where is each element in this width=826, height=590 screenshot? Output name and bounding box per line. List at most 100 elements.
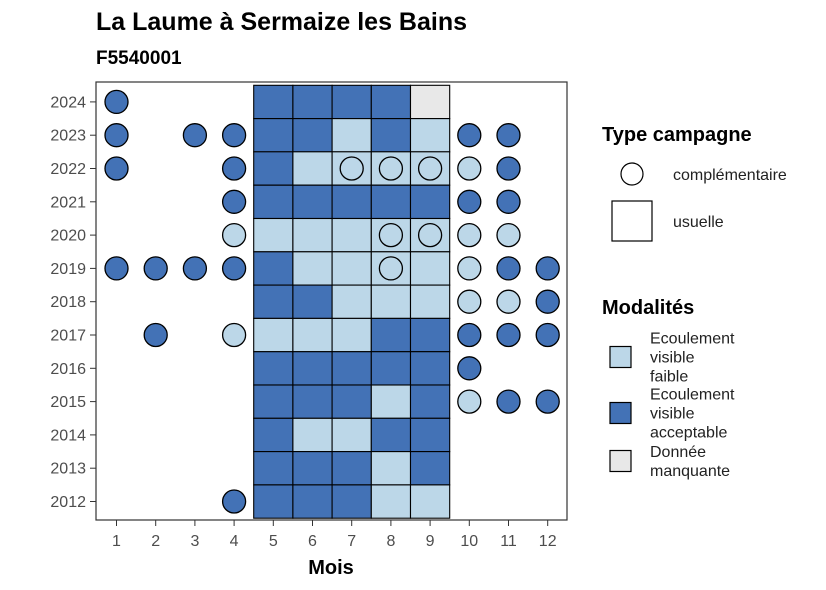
point-2018-10 (457, 289, 482, 314)
tile-2015-8 (370, 384, 412, 419)
point-2017-10 (457, 322, 482, 348)
x-tick-label-3: 3 (190, 533, 199, 550)
point-2022-7 (339, 156, 364, 181)
point-2017-2 (143, 322, 168, 348)
x-tick-label-7: 7 (347, 533, 356, 550)
tile-2014-5 (253, 417, 294, 453)
y-tick-label-2019: 2019 (50, 261, 86, 278)
x-tick-label-8: 8 (386, 533, 395, 550)
tile-2023-6 (292, 118, 333, 153)
point-2017-11 (496, 322, 521, 348)
tile-2024-9 (409, 84, 451, 120)
tile-2015-5 (253, 384, 294, 419)
chart-subtitle: F5540001 (96, 48, 182, 69)
point-2022-8 (378, 156, 404, 181)
tile-2024-8 (370, 84, 412, 120)
tile-2012-8 (370, 484, 412, 519)
y-tick-label-2014: 2014 (50, 427, 86, 444)
point-2022-9 (417, 156, 443, 181)
tile-2013-9 (409, 451, 451, 486)
tile-2019-6 (292, 251, 333, 286)
x-axis: 1 2 3 4 5 6 7 8 9 10 11 12 (112, 520, 557, 550)
tile-2020-5 (253, 217, 294, 253)
tile-2018-9 (409, 284, 451, 319)
y-axis: 2012 2013 2014 2015 2016 2017 2018 2019 2020 2021… (50, 94, 96, 511)
tile-2016-8 (370, 351, 412, 386)
x-tick-label-6: 6 (308, 533, 317, 550)
tile-2013-8 (370, 451, 412, 486)
point-2015-12 (535, 389, 560, 414)
tile-2019-5 (253, 251, 294, 286)
point-2022-4 (221, 156, 247, 181)
point-2023-1 (104, 123, 129, 148)
y-tick-label-2020: 2020 (50, 228, 86, 245)
legend-type-title: Type campagne (602, 124, 752, 146)
x-axis-title: Mois (308, 557, 354, 579)
x-tick-label-4: 4 (230, 533, 239, 550)
tile-2024-7 (331, 84, 372, 120)
tile-2015-9 (409, 384, 451, 419)
tile-2021-5 (253, 184, 294, 220)
tile-2018-8 (370, 284, 412, 319)
point-2023-11 (496, 123, 521, 148)
point-2021-11 (496, 189, 521, 214)
tile-2016-9 (409, 351, 451, 386)
point-2017-4 (221, 322, 247, 348)
y-tick-label-2018: 2018 (50, 294, 86, 311)
point-2021-4 (221, 189, 247, 214)
point-2023-10 (457, 123, 482, 148)
tile-2024-5 (253, 84, 294, 120)
x-tick-label-11: 11 (500, 533, 517, 550)
point-2023-3 (182, 123, 208, 148)
tile-2016-6 (292, 351, 333, 386)
tile-2013-6 (292, 451, 333, 486)
tile-2023-5 (253, 118, 294, 153)
tile-2021-9 (409, 184, 451, 220)
tile-2012-7 (331, 484, 372, 519)
tile-2018-6 (292, 284, 333, 319)
legend-circle-key (620, 162, 644, 186)
point-2023-4 (221, 123, 247, 148)
tile-2014-7 (331, 417, 372, 453)
legend-type-campagne: Type campagne complémentaire usuelle (602, 124, 787, 242)
point-2022-10 (457, 156, 482, 181)
tile-2020-6 (292, 217, 333, 253)
y-tick-label-2012: 2012 (50, 494, 86, 511)
tile-2012-9 (409, 484, 451, 519)
legend-label-acceptable-2: acceptable (650, 425, 727, 442)
tile-2021-7 (331, 184, 372, 220)
tile-2016-7 (331, 351, 372, 386)
legend-key-acceptable (609, 401, 632, 425)
point-2015-11 (496, 389, 521, 414)
point-2024-1 (104, 89, 129, 115)
y-tick-label-2015: 2015 (50, 394, 86, 411)
complementaire-points (104, 89, 560, 514)
tile-2020-7 (331, 217, 372, 253)
y-tick-label-2022: 2022 (50, 161, 86, 178)
point-2020-11 (496, 222, 521, 248)
point-2018-12 (535, 289, 560, 314)
legend-label-acceptable-0: Ecoulement (650, 387, 735, 404)
point-2022-11 (496, 156, 521, 181)
tile-2015-7 (331, 384, 372, 419)
tile-2019-9 (409, 251, 451, 286)
point-2021-10 (457, 189, 482, 214)
point-2019-11 (496, 256, 521, 281)
y-tick-label-2013: 2013 (50, 461, 86, 478)
y-tick-label-2024: 2024 (50, 94, 86, 111)
point-2019-2 (143, 256, 168, 281)
tile-2021-6 (292, 184, 333, 220)
tile-2018-7 (331, 284, 372, 319)
tile-2015-6 (292, 384, 333, 419)
legend-modalites: Modalités EcoulementvisiblefaibleEcoulem… (602, 297, 735, 480)
point-2019-10 (457, 256, 482, 281)
tile-2024-6 (292, 84, 333, 120)
point-2019-1 (104, 256, 129, 281)
point-2016-10 (457, 356, 482, 381)
point-2019-8 (378, 256, 404, 281)
legend-key-manquante (609, 449, 632, 473)
legend-key-faible (609, 345, 632, 369)
point-2017-12 (535, 322, 560, 348)
x-tick-label-9: 9 (426, 533, 435, 550)
y-tick-label-2017: 2017 (50, 328, 86, 345)
